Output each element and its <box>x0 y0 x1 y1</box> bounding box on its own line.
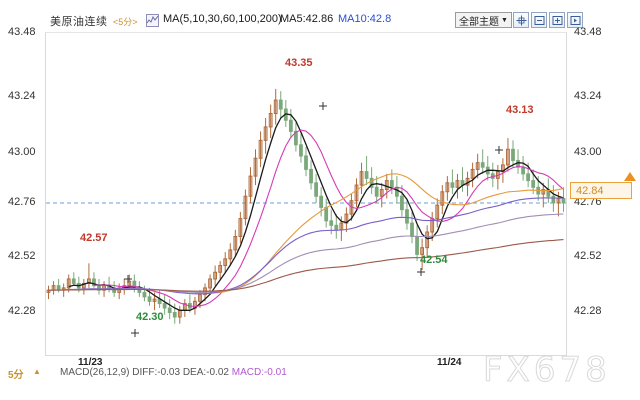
y-axis-tick-right: 43.48 <box>574 26 602 38</box>
macd-dea: DEA:-0.02 <box>182 367 229 378</box>
fx678-watermark: FX678 <box>483 350 611 391</box>
y-axis-tick-right: 43.24 <box>574 90 602 102</box>
scroll-right-icon[interactable] <box>567 12 583 28</box>
ma10-value: MA10:42.8 <box>338 13 392 25</box>
macd-title: MACD(26,12,9) <box>60 367 130 378</box>
symbol-period-tag: <5分> <box>113 17 138 27</box>
zoom-in-icon[interactable] <box>549 12 565 28</box>
price-chart-canvas[interactable] <box>45 32 567 356</box>
y-axis-tick-right: 43.00 <box>574 146 602 158</box>
x-axis-label: 11/23 <box>78 357 103 368</box>
chart-footer: 5分 ▲ MACD(26,12,9) DIFF:-0.03 DEA:-0.02 … <box>0 364 640 384</box>
high-annotation: 43.13 <box>506 104 534 116</box>
symbol-name: 美原油连续 <box>50 16 108 28</box>
ma5-value: MA5:42.86 <box>280 13 334 25</box>
low-annotation: 42.54 <box>420 254 448 266</box>
y-axis-tick-left: 43.24 <box>8 90 36 102</box>
y-axis-tick-right: 42.52 <box>574 250 602 262</box>
ma-indicator-icon[interactable] <box>146 14 159 27</box>
last-price-value: 42.84 <box>576 184 604 197</box>
theme-select-label: 全部主题 <box>459 16 499 28</box>
macd-value: MACD:-0.01 <box>231 367 287 378</box>
y-axis-tick-left: 43.48 <box>8 26 36 38</box>
theme-select-dropdown[interactable]: 全部主题 ▼ <box>455 12 512 28</box>
zoom-out-icon[interactable] <box>531 12 547 28</box>
macd-diff: DIFF:-0.03 <box>132 367 181 378</box>
candlestick-plot <box>46 88 566 337</box>
y-axis-tick-left: 42.52 <box>8 250 36 262</box>
chart-header: 美原油连续 <5分> MA(5,10,30,60,100,200) MA5:42… <box>0 10 640 32</box>
crosshair-tool-icon[interactable] <box>513 12 529 28</box>
up-triangle-icon: ▲ <box>33 367 41 376</box>
chevron-down-icon: ▼ <box>501 16 508 24</box>
high-annotation: 42.57 <box>80 232 108 244</box>
high-annotation: 43.35 <box>285 57 313 69</box>
x-axis-label: 11/24 <box>437 357 462 368</box>
y-axis-tick-left: 42.28 <box>8 305 36 317</box>
y-axis-tick-left: 43.00 <box>8 146 36 158</box>
macd-indicator-line: MACD(26,12,9) DIFF:-0.03 DEA:-0.02 MACD:… <box>60 367 287 378</box>
ma-formula-label: MA(5,10,30,60,100,200) <box>163 13 282 25</box>
y-axis-tick-right: 42.28 <box>574 305 602 317</box>
period-button[interactable]: 5分 <box>8 370 24 381</box>
low-annotation: 42.30 <box>136 311 164 323</box>
y-axis-tick-right: 42.76 <box>574 196 602 208</box>
up-arrow-marker <box>624 172 636 181</box>
y-axis-tick-left: 42.76 <box>8 196 36 208</box>
last-price-tag[interactable]: 42.84 <box>570 182 632 199</box>
